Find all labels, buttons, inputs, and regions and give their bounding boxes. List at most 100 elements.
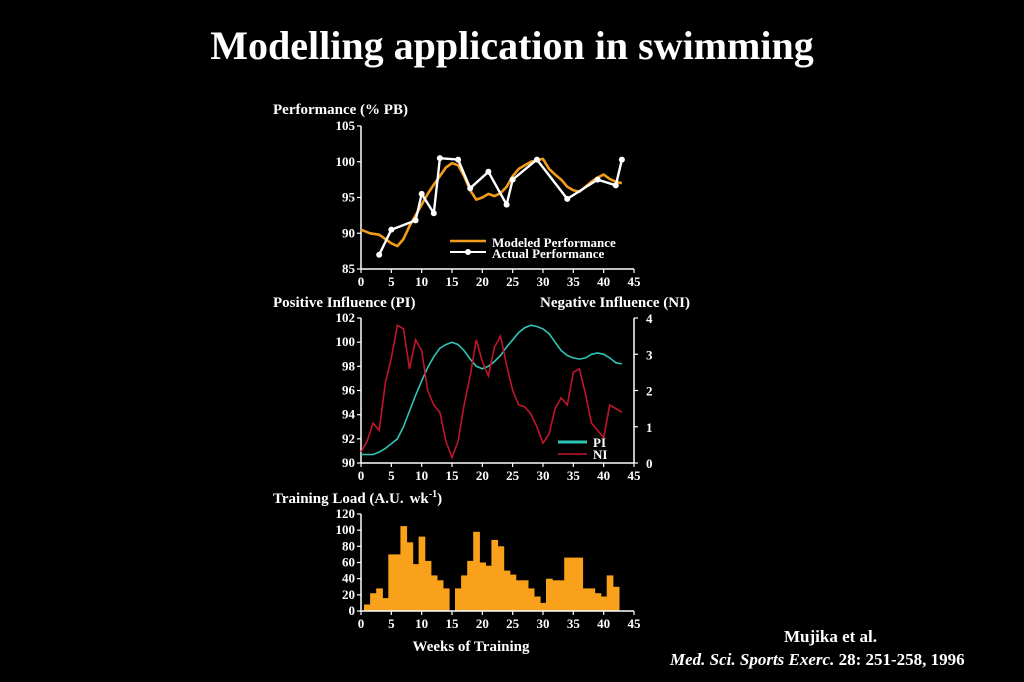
training-load-bar — [491, 539, 499, 611]
training-load-bar — [570, 557, 577, 611]
x-tick-label: 20 — [476, 616, 489, 631]
y-tick-label: 94 — [342, 407, 356, 422]
actual-performance-point — [503, 201, 510, 208]
x-tick-label: 30 — [537, 468, 550, 483]
citation-reference: Med. Sci. Sports Exerc. 28: 251-258, 199… — [670, 650, 965, 670]
y-tick-label: 102 — [336, 310, 356, 325]
x-tick-label: 0 — [358, 616, 365, 631]
actual-performance-point — [430, 210, 437, 217]
y-tick-label: 40 — [342, 571, 355, 586]
y-tick-label: 96 — [342, 383, 356, 398]
training-load-bar — [558, 580, 565, 611]
training-load-bar — [485, 565, 493, 611]
training-load-axis-label: Training Load (A.U. wk-1) — [273, 489, 442, 507]
training-load-label-exponent: -1 — [429, 489, 437, 500]
influence-legend: PI NI — [558, 435, 607, 462]
training-load-bar — [394, 554, 402, 611]
training-load-bar — [364, 604, 371, 611]
training-load-bar — [503, 570, 511, 611]
page-title: Modelling application in swimming — [210, 23, 814, 68]
training-load-chart: Training Load (A.U. wk-1) 020406080100120… — [273, 489, 641, 655]
pi-line — [361, 324, 623, 456]
x-tick-label: 5 — [388, 468, 395, 483]
y-tick-label: 90 — [342, 455, 355, 470]
x-tick-label: 10 — [415, 274, 428, 289]
legend-pi-label: PI — [593, 435, 606, 450]
training-load-bar — [461, 575, 468, 611]
training-load-bar — [442, 588, 450, 611]
y-tick-label: 105 — [336, 118, 356, 133]
y-tick-label: 20 — [342, 587, 355, 602]
x-tick-label: 5 — [388, 616, 395, 631]
actual-performance-point — [436, 155, 443, 162]
x-tick-label: 20 — [476, 468, 489, 483]
actual-performance-point — [533, 156, 540, 163]
citation-details: 28: 251-258, 1996 — [834, 650, 965, 669]
training-load-bar — [400, 526, 408, 611]
y-tick-label: 98 — [342, 358, 356, 373]
y-tick-label: 0 — [349, 603, 356, 618]
training-load-bar — [521, 580, 529, 611]
x-tick-label: 15 — [446, 274, 460, 289]
x-tick-label: 0 — [358, 274, 365, 289]
training-load-bar — [588, 588, 596, 611]
x-tick-label: 30 — [537, 274, 550, 289]
y2-tick-label: 0 — [646, 456, 653, 471]
actual-performance-point — [412, 217, 419, 224]
x-tick-label: 35 — [567, 616, 581, 631]
training-load-bar — [509, 574, 517, 611]
training-load-bar — [497, 546, 505, 611]
actual-performance-point — [564, 195, 571, 202]
actual-performance-point — [509, 176, 516, 183]
x-tick-label: 45 — [628, 274, 642, 289]
training-load-bar — [600, 596, 608, 611]
y-tick-label: 100 — [336, 334, 356, 349]
citation-authors: Mujika et al. — [784, 627, 878, 646]
training-load-bar — [467, 560, 474, 611]
citation-journal: Med. Sci. Sports Exerc. — [670, 650, 835, 669]
y-tick-label: 100 — [336, 154, 356, 169]
x-tick-label: 35 — [567, 274, 581, 289]
legend-actual-label: Actual Performance — [492, 246, 604, 261]
training-load-bar — [473, 531, 480, 611]
pi-axis-label: Positive Influence (PI) — [273, 295, 415, 311]
training-load-bar — [388, 554, 395, 611]
y-tick-label: 80 — [342, 538, 355, 553]
training-load-bar — [436, 580, 444, 611]
training-load-bar — [546, 578, 553, 611]
x-tick-label: 15 — [446, 468, 460, 483]
training-load-label-main: Training Load (A.U. — [273, 491, 404, 507]
y2-tick-label: 2 — [646, 384, 653, 399]
training-load-bar — [552, 580, 559, 611]
training-load-bar — [527, 588, 535, 611]
actual-performance-point — [618, 156, 625, 163]
y-tick-label: 92 — [342, 431, 355, 446]
training-load-bar — [455, 588, 462, 611]
y-tick-label: 90 — [342, 225, 355, 240]
actual-performance-point — [594, 176, 601, 183]
actual-performance-point — [455, 156, 462, 163]
training-load-bar — [418, 536, 426, 611]
training-load-bar — [564, 557, 571, 611]
x-tick-label: 10 — [415, 616, 428, 631]
y-tick-label: 85 — [342, 261, 356, 276]
x-tick-label: 40 — [597, 468, 610, 483]
x-tick-label: 10 — [415, 468, 428, 483]
actual-performance-point — [376, 251, 383, 258]
x-tick-label: 25 — [506, 468, 520, 483]
training-load-bar — [479, 562, 486, 611]
ni-axis-label: Negative Influence (NI) — [540, 295, 690, 311]
training-load-bar — [424, 560, 432, 611]
x-tick-label: 25 — [506, 274, 520, 289]
training-load-bar — [576, 557, 584, 611]
training-load-bar — [382, 598, 389, 611]
actual-performance-point — [612, 182, 619, 189]
x-tick-label: 5 — [388, 274, 395, 289]
modeled-performance-line — [360, 157, 623, 248]
actual-performance-line — [378, 157, 624, 256]
y2-tick-label: 1 — [646, 420, 653, 435]
training-load-bar — [612, 586, 620, 612]
training-load-bar — [376, 588, 383, 611]
x-tick-label: 30 — [537, 616, 550, 631]
